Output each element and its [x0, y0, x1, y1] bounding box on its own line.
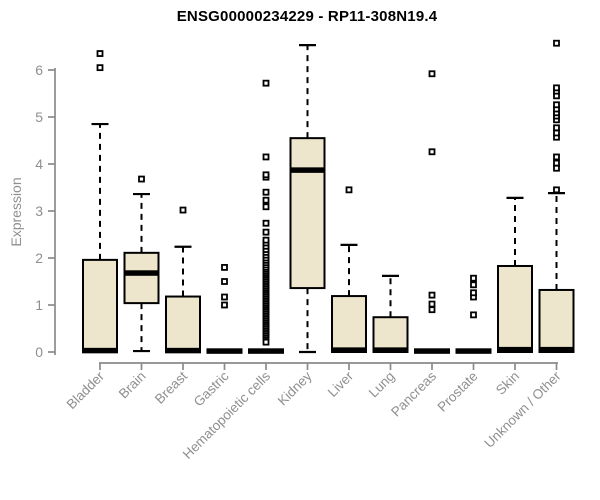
outlier-breast	[179, 206, 187, 214]
outlier-hematopoietic-cells	[262, 188, 270, 196]
box-brain	[123, 251, 160, 305]
median-liver	[331, 347, 367, 353]
y-tick-label-4: 4	[35, 156, 43, 172]
y-tick-label-3: 3	[35, 203, 43, 219]
outlier-prostate	[470, 289, 477, 297]
median-unknown-other	[538, 346, 575, 353]
x-tick-label-kidney: Kidney	[275, 368, 315, 408]
outlier-hematopoietic-cells	[262, 203, 270, 211]
outlier-pancreas	[428, 70, 436, 78]
box-unknown-other	[538, 288, 575, 353]
outlier-unknown-other	[553, 153, 560, 161]
median-pancreas	[414, 348, 450, 354]
outlier-pancreas	[428, 291, 436, 299]
box-kidney	[289, 137, 326, 290]
median-skin	[497, 346, 533, 353]
y-tick-label-6: 6	[35, 62, 43, 78]
box-skin	[497, 264, 533, 353]
outlier-bladder	[96, 64, 104, 72]
x-tick-label-bladder: Bladder	[64, 368, 108, 412]
x-tick-label-liver: Liver	[325, 368, 357, 400]
median-brain	[123, 270, 160, 276]
y-tick-label-2: 2	[35, 250, 43, 266]
median-breast	[165, 347, 201, 354]
box-bladder	[82, 258, 118, 354]
outlier-hematopoietic-cells	[262, 171, 270, 179]
outlier-prostate	[470, 274, 477, 282]
outlier-unknown-other	[553, 164, 560, 172]
outlier-hematopoietic-cells	[262, 196, 270, 204]
box-breast	[165, 295, 201, 354]
outlier-unknown-other	[553, 159, 560, 167]
outlier-unknown-other	[553, 101, 560, 109]
outlier-pancreas	[428, 306, 436, 314]
box-lung	[372, 316, 409, 353]
y-axis-label: Expression	[8, 177, 24, 247]
outlier-prostate	[470, 311, 477, 319]
x-tick-label-unknown-other: Unknown / Other	[481, 368, 564, 451]
outlier-hematopoietic-cells	[262, 338, 270, 346]
x-tick-label-pancreas: Pancreas	[388, 368, 439, 419]
outlier-brain	[138, 175, 145, 183]
median-gastric	[206, 348, 243, 354]
box-liver	[331, 295, 367, 354]
x-tick-label-lung: Lung	[366, 369, 398, 401]
chart-title: ENSG00000234229 - RP11-308N19.4	[176, 8, 438, 25]
x-tick-label-prostate: Prostate	[434, 369, 480, 415]
outlier-gastric	[221, 301, 228, 309]
outlier-gastric	[221, 293, 228, 301]
outlier-unknown-other	[553, 84, 560, 92]
outlier-bladder	[96, 50, 104, 57]
outlier-unknown-other	[553, 124, 560, 132]
outlier-hematopoietic-cells	[262, 228, 270, 236]
median-bladder	[82, 347, 118, 354]
x-tick-label-brain: Brain	[116, 369, 149, 402]
outlier-unknown-other	[553, 186, 560, 194]
outlier-pancreas	[428, 148, 436, 156]
outlier-gastric	[221, 278, 228, 285]
y-tick-label-1: 1	[35, 297, 43, 313]
outlier-hematopoietic-cells	[262, 79, 270, 87]
x-tick-label-breast: Breast	[152, 368, 190, 406]
median-lung	[372, 347, 409, 353]
outlier-unknown-other	[553, 39, 560, 47]
median-prostate	[455, 348, 492, 354]
outlier-prostate	[470, 281, 477, 289]
y-tick-label-0: 0	[35, 344, 43, 360]
x-tick-label-skin: Skin	[493, 369, 522, 398]
median-hematopoietic-cells	[248, 348, 284, 354]
outlier-unknown-other	[553, 129, 560, 137]
outlier-gastric	[221, 263, 228, 271]
median-kidney	[289, 167, 326, 173]
outlier-pancreas	[428, 300, 436, 308]
x-tick-label-gastric: Gastric	[191, 368, 232, 409]
outlier-liver	[345, 186, 353, 194]
outlier-hematopoietic-cells	[262, 236, 270, 244]
outlier-hematopoietic-cells	[262, 153, 270, 161]
outlier-hematopoietic-cells	[262, 219, 270, 227]
y-tick-label-5: 5	[35, 109, 43, 125]
